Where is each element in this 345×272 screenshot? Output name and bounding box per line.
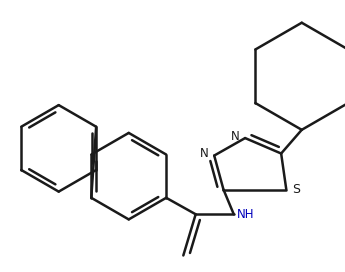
Text: S: S [293, 183, 300, 196]
Text: N: N [199, 147, 208, 160]
Text: N: N [230, 129, 239, 143]
Text: NH: NH [237, 208, 254, 221]
